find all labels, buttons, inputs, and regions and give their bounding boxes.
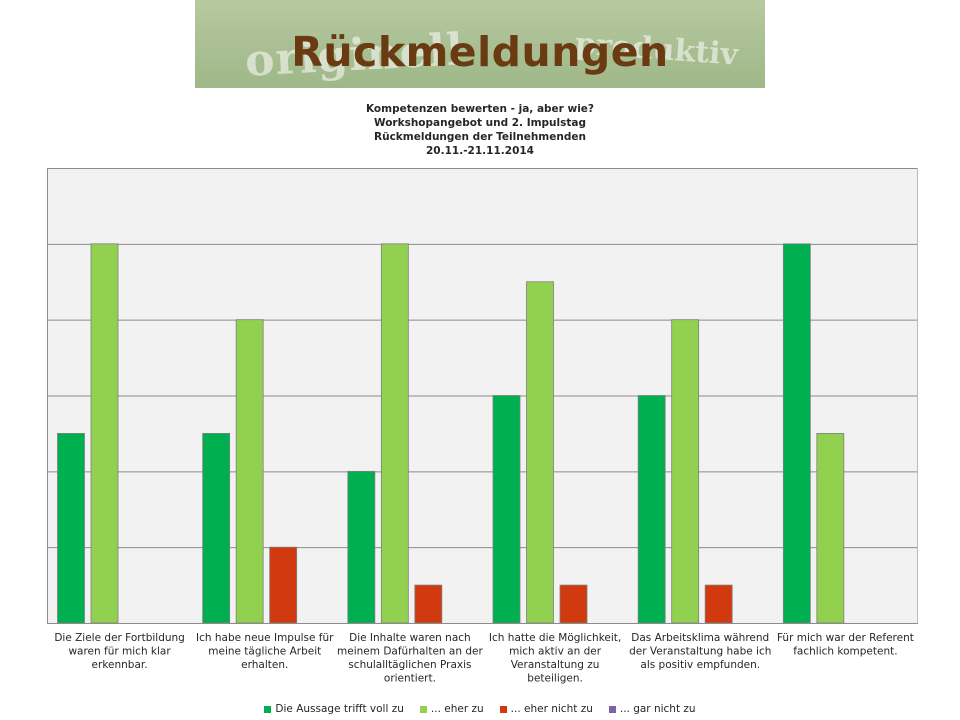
- x-tick-label: Ich hatte die Möglichkeit, mich aktiv an …: [489, 632, 621, 685]
- x-tick-label-line: als positiv empfunden.: [640, 659, 760, 671]
- x-tick-label-line: Veranstaltung zu: [511, 659, 600, 671]
- x-tick-label-line: Die Ziele der Fortbildung: [54, 632, 185, 644]
- bar: [816, 433, 845, 624]
- x-tick-label-line: Das Arbeitsklima während: [631, 632, 769, 644]
- x-tick-label-line: Ich hatte die Möglichkeit,: [489, 632, 621, 644]
- x-tick-label-line: waren für mich klar: [68, 646, 171, 658]
- legend-swatch: [608, 705, 616, 713]
- bar: [235, 319, 264, 624]
- legend-swatch: [264, 705, 272, 713]
- legend-item: ... eher nicht zu: [499, 703, 593, 715]
- legend-label: ... eher zu: [430, 703, 484, 715]
- bar: [269, 546, 298, 624]
- bar-chart: Die Ziele der Fortbildung waren für mich …: [47, 168, 918, 685]
- bar: [90, 243, 119, 624]
- x-tick-label-line: Ich habe neue Impulse für: [196, 632, 334, 644]
- chart-legend: Die Aussage trifft voll zu ... eher zu .…: [0, 703, 960, 715]
- legend-swatch: [419, 705, 427, 713]
- legend-label: ... gar nicht zu: [619, 703, 696, 715]
- chart-title: Kompetenzen bewerten - ja, aber wie? Wor…: [0, 102, 960, 158]
- x-tick-label-line: orientiert.: [384, 673, 436, 685]
- x-tick-label-line: der Veranstaltung habe ich: [629, 646, 771, 658]
- chart-title-line: Workshopangebot und 2. Impulstag: [373, 117, 587, 129]
- slide-title: Rückmeldungen: [291, 28, 669, 76]
- x-tick-label-line: Die Inhalte waren nach: [349, 632, 471, 644]
- x-tick-label: Das Arbeitsklima während der Veranstaltun…: [629, 632, 771, 671]
- x-tick-label: Für mich war der Referent fachlich kompet…: [777, 632, 914, 658]
- legend-label: ... eher nicht zu: [510, 703, 593, 715]
- legend-item: ... eher zu: [419, 703, 484, 715]
- x-tick-label-line: erhalten.: [241, 659, 288, 671]
- chart-title-line: Rückmeldungen der Teilnehmenden: [374, 131, 586, 143]
- bar: [704, 584, 733, 624]
- bar: [637, 395, 666, 624]
- x-tick-label-line: beteiligen.: [527, 673, 583, 685]
- x-tick-label: Die Ziele der Fortbildung waren für mich …: [54, 632, 185, 671]
- bar: [559, 584, 588, 624]
- bar: [492, 395, 521, 624]
- bar: [526, 281, 554, 624]
- legend-label: Die Aussage trifft voll zu: [275, 703, 404, 715]
- x-tick-label-line: fachlich kompetent.: [793, 646, 897, 658]
- chart-title-line: 20.11.-21.11.2014: [426, 145, 534, 157]
- bar: [782, 243, 811, 624]
- x-tick-label-line: meine tägliche Arbeit: [208, 646, 321, 658]
- legend-item: ... gar nicht zu: [608, 703, 696, 715]
- x-tick-label-line: mich aktiv an der: [509, 646, 602, 658]
- x-tick-label: Ich habe neue Impulse für meine tägliche …: [196, 632, 334, 671]
- banner-image: originell produktiv: [195, 0, 765, 88]
- bar: [671, 319, 700, 624]
- x-tick-label-line: Für mich war der Referent: [777, 632, 914, 644]
- x-tick-label-line: schulalltäglichen Praxis: [348, 659, 471, 671]
- bar: [202, 433, 231, 624]
- x-tick-label: Die Inhalte waren nach meinem Dafürhalten…: [337, 632, 483, 685]
- x-tick-label-line: meinem Dafürhalten an der: [337, 646, 483, 658]
- x-tick-label-line: erkennbar.: [92, 659, 148, 671]
- bar: [414, 584, 443, 624]
- bar: [57, 433, 85, 624]
- bar: [380, 243, 409, 624]
- bar: [347, 470, 376, 624]
- legend-swatch: [499, 705, 507, 713]
- legend-item: Die Aussage trifft voll zu: [264, 703, 404, 715]
- chart-title-line: Kompetenzen bewerten - ja, aber wie?: [365, 103, 595, 115]
